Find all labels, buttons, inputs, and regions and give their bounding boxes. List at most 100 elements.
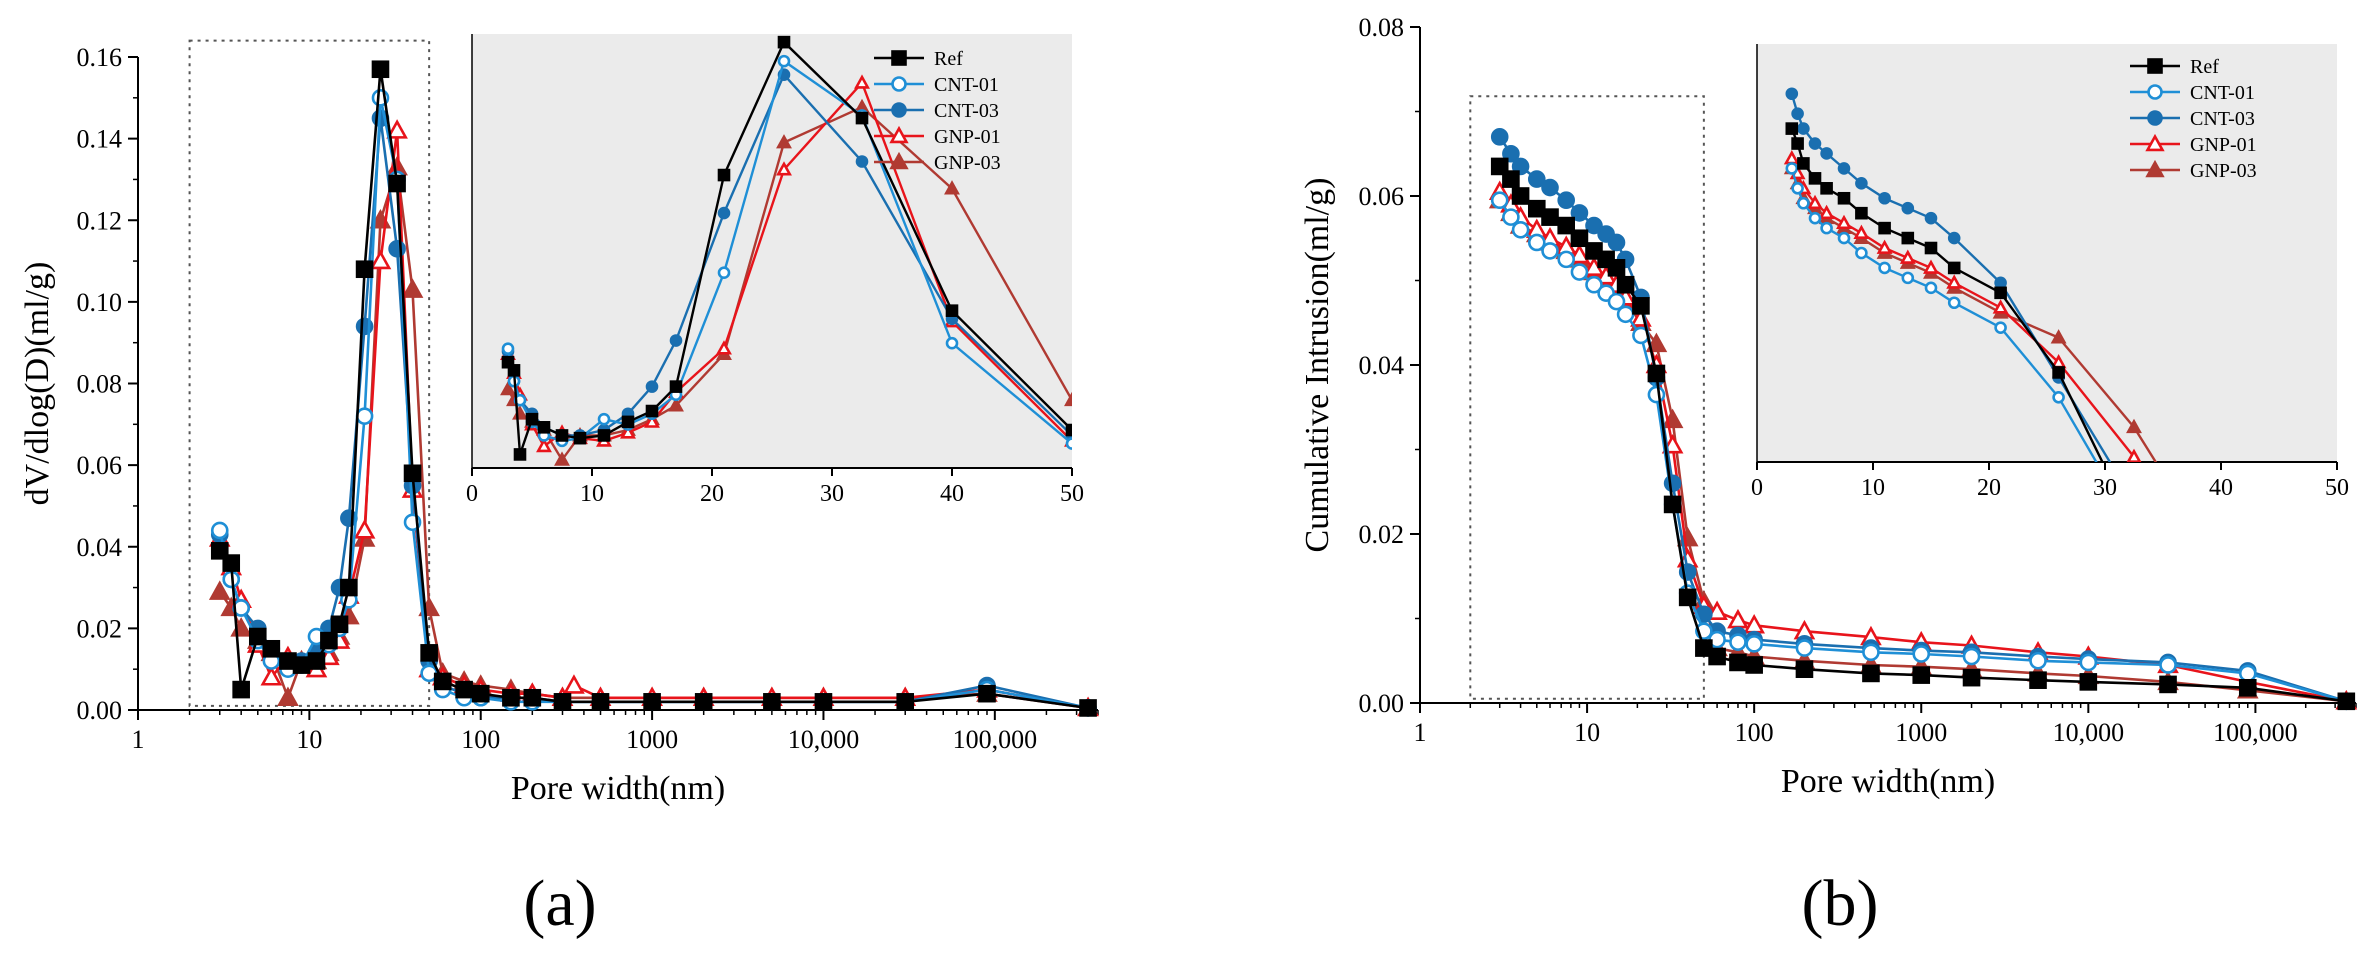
- x-tick-label: 100,000: [953, 725, 1038, 754]
- inset-data-point: [854, 74, 870, 89]
- inset-data-point: [597, 429, 611, 442]
- data-point: [388, 174, 406, 193]
- data-point: [502, 688, 520, 707]
- legend-marker: [889, 125, 909, 144]
- y-tick-label: 0.04: [77, 533, 123, 562]
- data-point: [455, 680, 473, 699]
- x-tick-label: 100: [461, 725, 500, 754]
- data-point: [1663, 474, 1682, 493]
- inset-series-ref: [1785, 122, 2139, 532]
- legend-item: GNP-03: [2130, 159, 2257, 182]
- data-point: [1502, 144, 1520, 163]
- y-tick-label: 0.08: [1359, 13, 1405, 42]
- legend-item: CNT-03: [874, 100, 999, 122]
- data-point: [1557, 216, 1576, 235]
- inset-data-point: [1820, 182, 1833, 195]
- data-point: [591, 693, 610, 711]
- chart-b: 1 10 100 1000 10,000 100,0000.000.020.040.060…: [1299, 13, 2358, 800]
- series-line: [1498, 136, 2347, 703]
- data-point: [1647, 364, 1666, 383]
- inset-data-point: [1923, 259, 1939, 274]
- inset-data-point: [945, 336, 959, 350]
- data-point: [1490, 157, 1509, 176]
- x-axis-label: Pore width(nm): [1781, 763, 1995, 800]
- inset-x-tick-label: 40: [2209, 475, 2233, 501]
- data-point: [978, 684, 996, 703]
- inset-data-point: [668, 397, 684, 412]
- inset-data-point: [1901, 231, 1915, 245]
- data-point: [1912, 666, 1931, 684]
- inset-data-point: [1994, 276, 2007, 290]
- inset-data-point: [1797, 157, 1810, 170]
- inset-series-ref: [501, 35, 1072, 461]
- legend-label: GNP-01: [934, 126, 1001, 148]
- y-tick-label: 0.04: [1359, 351, 1405, 380]
- data-point: [2029, 671, 2047, 689]
- inset-data-point: [1878, 261, 1891, 275]
- legend-marker: [2145, 133, 2165, 152]
- data-point: [694, 693, 713, 711]
- inset-data-point: [1797, 122, 1810, 135]
- inset-data-point: [573, 431, 587, 445]
- data-point: [1079, 699, 1097, 717]
- inset-data-point: [620, 424, 636, 439]
- data-point: [433, 672, 452, 691]
- data-point: [2337, 692, 2356, 711]
- inset-data-point: [1853, 224, 1870, 239]
- data-point: [371, 60, 390, 79]
- inset-data-point: [1878, 191, 1891, 205]
- y-tick-label: 0.00: [77, 696, 123, 725]
- inset-x-tick-label: 0: [466, 481, 478, 507]
- y-tick-label: 0.08: [77, 370, 123, 399]
- inset-data-point: [1065, 437, 1072, 450]
- inset-data-point: [776, 134, 792, 149]
- data-point: [260, 666, 283, 686]
- legend-label: GNP-01: [2190, 134, 2257, 156]
- data-point: [277, 686, 299, 706]
- data-point: [1490, 191, 1509, 210]
- x-axis-label: Pore width(nm): [511, 770, 725, 807]
- data-point: [1607, 292, 1626, 311]
- data-point: [2238, 678, 2257, 697]
- inset-data-point: [507, 364, 521, 377]
- inset-data-point: [1901, 201, 1915, 215]
- y-axis-label: dV/dlog(D)(ml/g): [19, 262, 56, 506]
- data-point: [386, 119, 408, 139]
- inset-data-point: [944, 180, 960, 195]
- data-point: [1745, 635, 1763, 653]
- inset-data-point: [1808, 137, 1822, 150]
- inset-x-tick-label: 20: [1977, 475, 2001, 501]
- inset-data-point: [1947, 231, 1961, 245]
- inset-x-tick-label: 10: [580, 481, 604, 507]
- inset-data-point: [1924, 281, 1938, 295]
- inset-data-point: [2215, 586, 2227, 596]
- inset-data-point: [1994, 286, 2007, 300]
- inset-x-tick-label: 40: [940, 481, 964, 507]
- data-point: [2079, 673, 2098, 691]
- data-point: [320, 631, 338, 650]
- legend-marker: [2147, 110, 2163, 126]
- data-point: [2159, 675, 2177, 694]
- inset-data-point: [536, 437, 552, 453]
- panel-label-a: (a): [523, 867, 596, 940]
- inset-data-point: [2050, 329, 2067, 344]
- inset-data-point: [645, 380, 659, 393]
- x-tick-label: 1: [1414, 718, 1427, 747]
- inset-data-point: [1899, 249, 1916, 264]
- inset-data-point: [621, 415, 635, 429]
- legend-marker: [891, 50, 907, 66]
- legend-label: Ref: [934, 48, 963, 70]
- legend-marker: [2147, 84, 2163, 100]
- inset-data-point: [1946, 274, 1963, 289]
- inset-data-point: [2052, 366, 2065, 379]
- data-point: [1795, 639, 1814, 657]
- inset-plot: [500, 35, 1072, 466]
- data-point: [1607, 259, 1626, 277]
- data-point: [523, 688, 542, 707]
- legend-item: CNT-03: [2130, 108, 2255, 130]
- data-point: [2029, 651, 2047, 670]
- inset-data-point: [1820, 221, 1833, 235]
- inset-data-point: [2129, 522, 2139, 532]
- x-tick-label: 100,000: [2213, 718, 2298, 747]
